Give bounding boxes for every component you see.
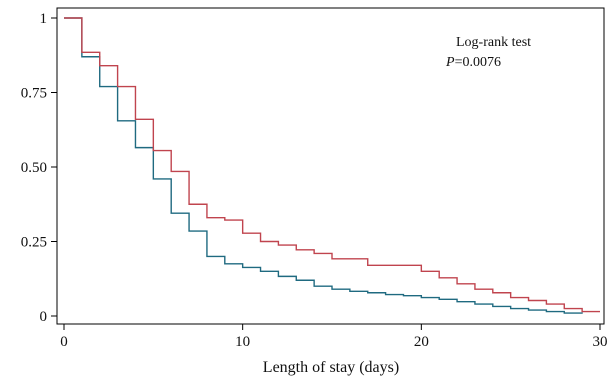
y-axis-ticks: 0 0.25 0.50 0.75 1 — [21, 11, 57, 325]
plot-border — [56, 7, 605, 325]
y-tick-label: 0 — [40, 309, 48, 325]
y-tick-label: 0.50 — [21, 160, 47, 176]
x-tick-label: 0 — [60, 334, 68, 350]
x-tick-label: 20 — [414, 334, 429, 350]
x-axis-label: Length of stay (days) — [263, 359, 399, 376]
survival-curve-1 — [64, 17, 583, 314]
p-value-label: P=0.0076 — [445, 55, 501, 70]
y-tick-label: 0.25 — [21, 235, 47, 251]
p-value: =0.0076 — [455, 55, 501, 70]
x-tick-label: 10 — [235, 334, 250, 350]
p-symbol: P — [445, 55, 455, 70]
stat-annotation: Log-rank test P=0.0076 — [445, 35, 531, 70]
y-tick-label: 0.75 — [21, 86, 47, 102]
y-tick-label: 1 — [40, 11, 48, 27]
x-axis-ticks: 0 10 20 30 — [60, 324, 608, 350]
plot-frame — [56, 7, 605, 325]
test-name-label: Log-rank test — [456, 35, 531, 50]
series-layer — [64, 17, 600, 314]
x-tick-label: 30 — [593, 334, 608, 350]
survival-curve-2 — [64, 17, 600, 313]
